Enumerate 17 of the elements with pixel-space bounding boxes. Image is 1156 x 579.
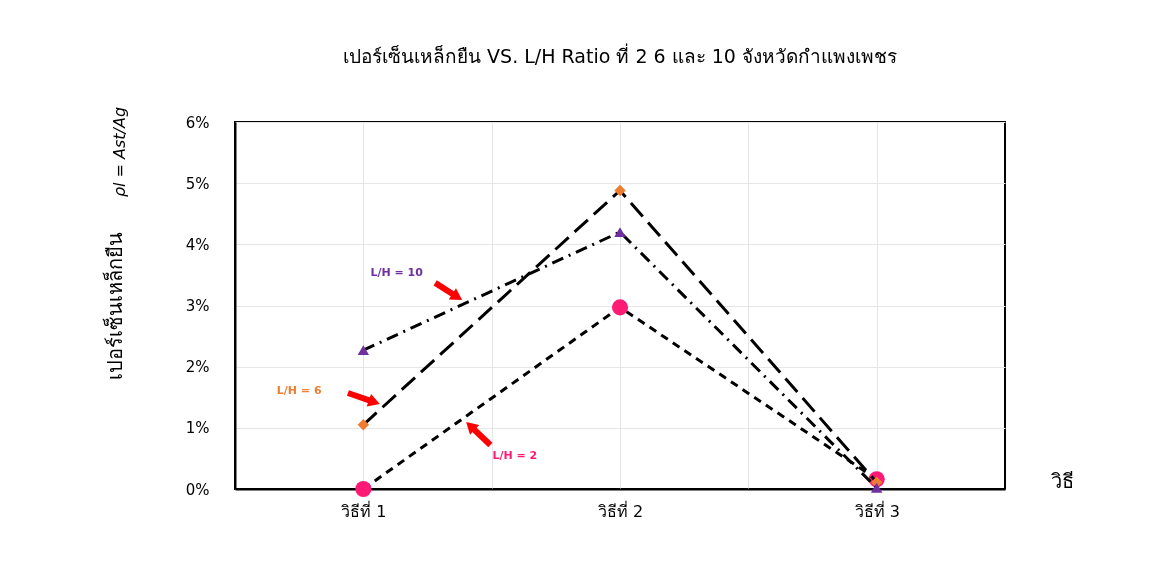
x-tick-label: วิธีที่ 1 bbox=[341, 499, 387, 521]
x-tick-label: วิธีที่ 3 bbox=[854, 499, 900, 521]
chart-title: เปอร์เซ็นเหล็กยืน VS. L/H Ratio ที่ 2 6 และ 10 จังหวัดกำแพงเพชร bbox=[343, 42, 897, 67]
y-tick-label: 2% bbox=[185, 358, 210, 377]
x-tick-label: วิธีที่ 2 bbox=[597, 499, 644, 521]
y-tick-label: 0% bbox=[185, 480, 210, 499]
y-axis-title: เปอร์เซ็นเหล็กยืน bbox=[101, 232, 127, 380]
text: L/H = 10 bbox=[370, 266, 424, 280]
x-axis-title: วิธี bbox=[1050, 468, 1074, 493]
text: L/H = 2 bbox=[492, 448, 538, 462]
y-tick-label: 6% bbox=[185, 113, 210, 132]
y-tick-label: 5% bbox=[185, 174, 210, 193]
y-tick-label: 4% bbox=[185, 235, 210, 254]
text: L/H = 6 bbox=[276, 384, 322, 398]
text: ρl = Ast/Ag bbox=[110, 106, 129, 198]
y-tick-label: 1% bbox=[185, 419, 210, 438]
y-tick-label: 3% bbox=[185, 297, 210, 315]
